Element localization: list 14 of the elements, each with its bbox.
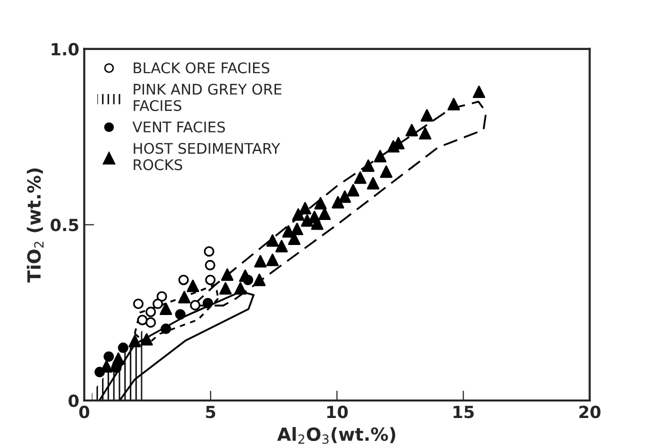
x-axis-title: Al$_{2}$O$_{3}$(wt.%) [277,427,396,444]
x-tick-label: 15 [454,406,474,418]
legend-label: HOST SEDIMENTARY ROCKS [134,142,280,170]
legend-label: PINK AND GREY ORE FACIES [134,84,282,112]
x-tick-label: 10 [327,406,348,418]
y-tick-label: 0 [68,394,79,408]
x-tick-label: 0 [79,406,90,418]
y-axis-title: TiO$_{2}$ (wt.%) [26,168,44,283]
legend-label: VENT FACIES [132,121,225,133]
legend-label: BLACK ORE FACIES [134,62,270,74]
x-tick-label: 20 [579,406,600,418]
y-tick-label: 0.5 [50,218,78,232]
y-tick-label: 1.0 [52,42,79,56]
x-tick-label: 5 [206,406,216,418]
